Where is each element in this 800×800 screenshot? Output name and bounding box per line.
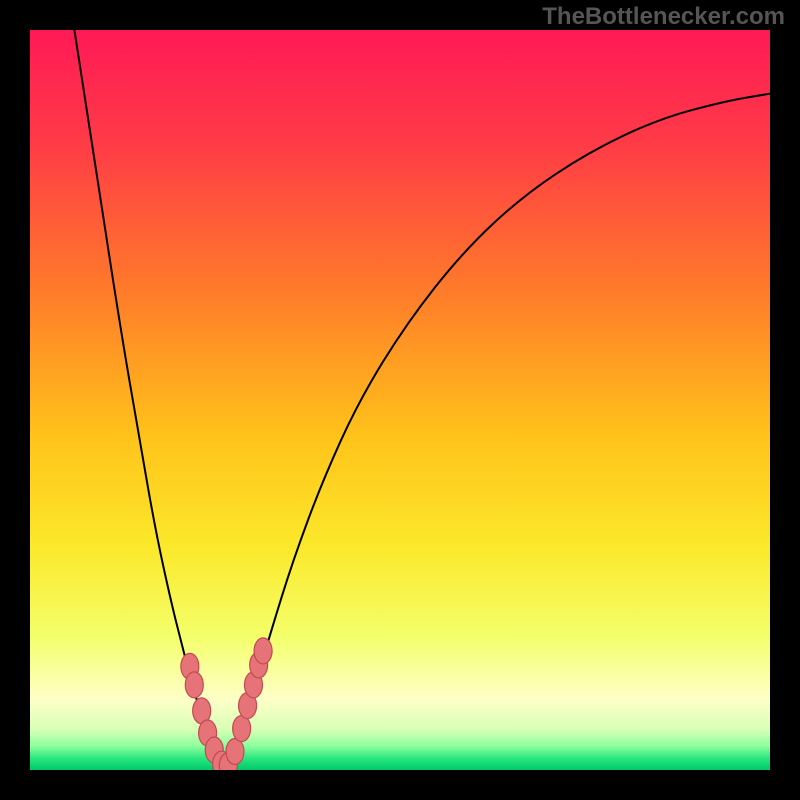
chart-frame [0, 0, 800, 800]
watermark-text: TheBottlenecker.com [542, 3, 785, 31]
bottleneck-chart: TheBottlenecker.com [0, 0, 800, 800]
